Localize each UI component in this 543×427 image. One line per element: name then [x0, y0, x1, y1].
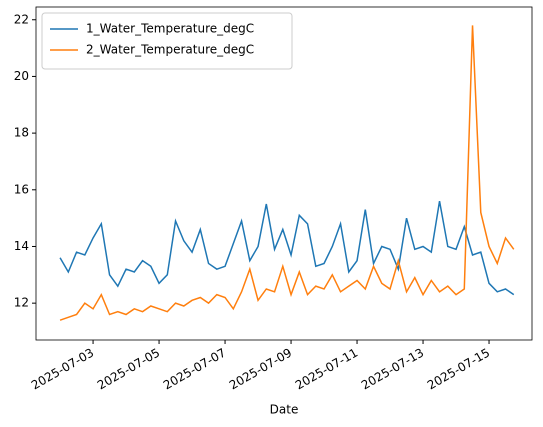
y-tick-label: 20 — [14, 69, 29, 83]
x-tick-label: 2025-07-05 — [95, 346, 162, 393]
y-tick-label: 16 — [14, 182, 29, 196]
y-tick-label: 18 — [14, 126, 29, 140]
series-line — [59, 200, 515, 296]
legend-label: 2_Water_Temperature_degC — [86, 43, 254, 57]
legend-box — [41, 12, 293, 70]
x-tick-label: 2025-07-13 — [359, 346, 426, 393]
y-tick-label: 12 — [14, 296, 29, 310]
series-line — [59, 25, 515, 321]
x-axis-label: Date — [270, 403, 299, 417]
x-tick-label: 2025-07-07 — [161, 346, 228, 393]
x-tick-label: 2025-07-11 — [293, 346, 360, 393]
plot-frame — [35, 6, 533, 341]
x-tick-label: 2025-07-09 — [227, 346, 294, 393]
y-tick-label: 22 — [14, 12, 29, 26]
x-tick-label: 2025-07-15 — [425, 346, 492, 393]
x-tick-label: 2025-07-03 — [29, 346, 96, 393]
legend-label: 1_Water_Temperature_degC — [86, 22, 254, 36]
y-tick-label: 14 — [14, 239, 29, 253]
